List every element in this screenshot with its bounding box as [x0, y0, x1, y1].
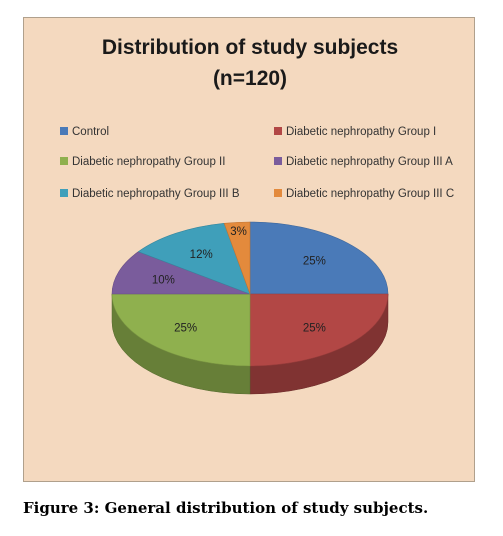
legend-label-diabetic-nephropathy-group-iii-a: Diabetic nephropathy Group III A [286, 156, 453, 168]
legend-swatch-diabetic-nephropathy-group-iii-c [274, 189, 282, 197]
data-label-diabetic-nephropathy-group-iii-b: 12% [190, 249, 213, 261]
legend: Control Diabetic nephropathy Group I Diabe… [60, 126, 454, 200]
legend-swatch-diabetic-nephropathy-group-ii [60, 157, 68, 165]
pie-slice-control [249, 221, 389, 295]
legend-label-diabetic-nephropathy-group-i: Diabetic nephropathy Group I [286, 126, 436, 138]
chart-title: Distribution of study subjects [102, 36, 398, 59]
figure-caption: Figure 3: General distribution of study … [23, 499, 429, 517]
pie-slice-diabetic-nephropathy-group-ii [111, 293, 251, 367]
pie-slice-diabetic-nephropathy-group-iii-a [111, 251, 251, 295]
pie-chart: Distribution of study subjects (n=120) C… [60, 36, 454, 395]
legend-label-diabetic-nephropathy-group-ii: Diabetic nephropathy Group II [72, 156, 225, 168]
chart-area: Distribution of study subjects (n=120) C… [23, 17, 475, 482]
data-label-diabetic-nephropathy-group-iii-a: 10% [152, 274, 175, 286]
chart-subtitle: (n=120) [213, 67, 287, 90]
pie-slice-diabetic-nephropathy-group-iii-b [138, 222, 251, 295]
pie-slice-diabetic-nephropathy-group-i [249, 293, 389, 367]
pie-slices [111, 221, 389, 367]
legend-swatch-control [60, 127, 68, 135]
legend-label-diabetic-nephropathy-group-iii-b: Diabetic nephropathy Group III B [72, 188, 240, 200]
legend-label-diabetic-nephropathy-group-iii-c: Diabetic nephropathy Group III C [286, 188, 454, 200]
legend-swatch-diabetic-nephropathy-group-i [274, 127, 282, 135]
legend-label-control: Control [72, 126, 109, 138]
legend-swatch-diabetic-nephropathy-group-iii-b [60, 189, 68, 197]
data-label-diabetic-nephropathy-group-iii-c: 3% [230, 226, 247, 238]
pie-slice-diabetic-nephropathy-group-iii-c [223, 221, 251, 295]
legend-swatch-diabetic-nephropathy-group-iii-a [274, 157, 282, 165]
data-label-diabetic-nephropathy-group-ii: 25% [174, 323, 197, 335]
data-label-diabetic-nephropathy-group-i: 25% [303, 323, 326, 335]
pie-data-labels: 25% 25% 25% 10% 12% 3% [152, 226, 326, 335]
data-label-control: 25% [303, 255, 326, 267]
